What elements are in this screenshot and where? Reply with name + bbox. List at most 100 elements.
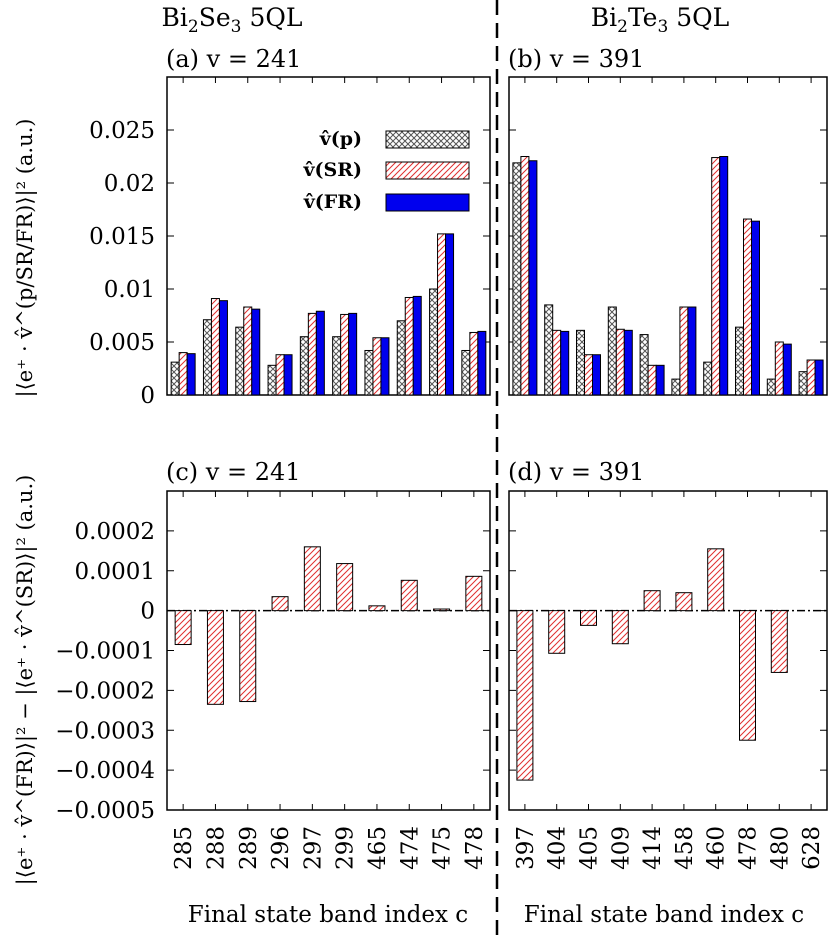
bar-c xyxy=(206,610,224,705)
bar-a-s1 xyxy=(243,306,253,396)
y-tick-label-c: −0.0002 xyxy=(55,678,155,704)
bar-b-s1 xyxy=(647,364,657,396)
bar-b-s0 xyxy=(576,329,585,396)
bar-c xyxy=(174,610,192,646)
bar-b-s2 xyxy=(655,364,665,396)
legend-label-sr: v̂(SR) xyxy=(302,159,362,181)
bar-b-s0 xyxy=(766,378,776,396)
bar-b-s0 xyxy=(703,361,713,396)
y-tick-label-a: 0.025 xyxy=(89,118,155,144)
charts-layer: 0 0.005 0.01 0.015 0.02 0.025 0.0002 0.0001 0 −0.… xyxy=(55,76,828,870)
bar-a-s0 xyxy=(202,319,212,396)
bar-a-s1 xyxy=(469,331,479,396)
legend: v̂(p) v̂(SR) v̂(FR) xyxy=(302,128,470,213)
x-tick-label-d: 405 xyxy=(577,826,603,870)
bar-a-s2 xyxy=(412,295,422,396)
bar-c xyxy=(433,608,451,612)
x-tick-label-c: 296 xyxy=(268,826,294,870)
bar-a-s1 xyxy=(340,313,350,396)
y-axis-label-bottom: |⟨e⁺ · v̂^(FR)⟩|² − |⟨e⁺ · v̂^(SR)⟩|² (a… xyxy=(13,475,38,886)
y-tick-label-a: 0.02 xyxy=(104,171,155,197)
bar-a-s2 xyxy=(445,233,455,396)
y-tick-label-c: −0.0003 xyxy=(55,718,155,744)
bar-a-s2 xyxy=(477,330,487,396)
header-right: Bi2Te3 5QL xyxy=(591,3,730,37)
bar-a-s2 xyxy=(380,337,390,396)
x-tick-label-d: 478 xyxy=(736,826,762,870)
x-tick-label-d: 480 xyxy=(767,826,793,870)
x-tick-label-c: 299 xyxy=(333,826,359,870)
bar-c xyxy=(400,579,418,612)
bar-a-s1 xyxy=(275,354,285,396)
bar-d xyxy=(548,610,566,654)
bar-b-s1 xyxy=(679,306,689,396)
x-tick-label-d: 458 xyxy=(672,826,698,870)
legend-label-fr: v̂(FR) xyxy=(303,191,362,213)
bar-a-s0 xyxy=(235,326,245,396)
bar-b-s1 xyxy=(584,354,593,396)
bar-a-s2 xyxy=(315,310,325,396)
panel-a: 0 0.005 0.01 0.015 0.02 0.025 xyxy=(89,76,491,409)
bar-a-s0 xyxy=(332,336,342,396)
bar-a-s1 xyxy=(437,233,447,396)
legend-swatch-p xyxy=(385,130,470,149)
bar-b-s0 xyxy=(671,378,681,396)
bar-b-s2 xyxy=(623,329,633,396)
panel-d-title: (d) v = 391 xyxy=(508,458,644,486)
bar-a-s2 xyxy=(348,312,358,396)
bar-c xyxy=(303,546,321,612)
bar-a-s0 xyxy=(170,361,180,396)
bar-a-s2 xyxy=(283,354,293,396)
x-tick-label-d: 409 xyxy=(608,826,634,870)
panel-b xyxy=(508,76,828,396)
x-tick-label-c: 474 xyxy=(397,826,423,870)
panel-d: 397 404 405 409 414 458 460 478 480 628 xyxy=(508,490,828,870)
bar-b-s2 xyxy=(560,330,570,396)
header-left: Bi2Se3 5QL xyxy=(162,3,303,37)
bar-b-s0 xyxy=(607,306,617,396)
bar-b-s1 xyxy=(806,359,816,396)
bar-b-s1 xyxy=(774,341,784,396)
bar-a-s0 xyxy=(461,349,471,396)
x-tick-label-c: 285 xyxy=(171,826,197,870)
y-tick-label-c: −0.0004 xyxy=(55,758,155,784)
bar-b-s2 xyxy=(814,359,824,396)
x-tick-label-c: 478 xyxy=(462,826,488,870)
y-tick-label-c: −0.0005 xyxy=(55,798,155,824)
bar-a-s1 xyxy=(372,337,382,396)
bar-a-s2 xyxy=(251,308,261,396)
y-axis-label-top: |⟨e⁺ · v̂^(p/SR/FR)⟩|² (a.u.) xyxy=(13,119,38,398)
bar-d xyxy=(611,610,629,645)
bar-b-s1 xyxy=(520,156,530,396)
y-tick-label-a: 0.01 xyxy=(104,277,155,303)
y-tick-label-a: 0 xyxy=(140,383,155,409)
bar-b-s0 xyxy=(544,304,554,396)
bar-a-s0 xyxy=(267,364,277,396)
bar-c xyxy=(336,563,354,612)
x-axis-label-left: Final state band index c xyxy=(188,902,468,928)
bar-b-s2 xyxy=(528,160,538,396)
bar-d xyxy=(770,610,788,673)
bar-b-s0 xyxy=(639,334,649,396)
bar-a-s0 xyxy=(396,320,406,396)
y-tick-label-a: 0.015 xyxy=(89,224,155,250)
bar-a-s0 xyxy=(364,349,374,396)
x-axis-label-right: Final state band index c xyxy=(524,902,804,928)
x-tick-label-d: 460 xyxy=(704,826,730,870)
y-tick-label-c: 0.0002 xyxy=(75,519,155,545)
x-tick-label-c: 475 xyxy=(430,826,456,870)
bar-a-s0 xyxy=(429,288,439,396)
x-tick-label-c: 288 xyxy=(203,826,229,870)
bar-b-s0 xyxy=(798,371,808,396)
bar-b-s2 xyxy=(592,354,601,396)
bar-d xyxy=(643,590,661,612)
bar-b-s1 xyxy=(711,157,721,396)
bar-d xyxy=(675,592,693,612)
bar-a-s1 xyxy=(307,312,317,396)
y-tick-label-a: 0.005 xyxy=(89,330,155,356)
bar-a-s0 xyxy=(299,336,309,396)
legend-swatch-sr xyxy=(385,161,470,180)
bar-d xyxy=(739,610,756,741)
bar-a-s1 xyxy=(210,298,220,396)
y-tick-label-c: 0.0001 xyxy=(75,559,155,585)
